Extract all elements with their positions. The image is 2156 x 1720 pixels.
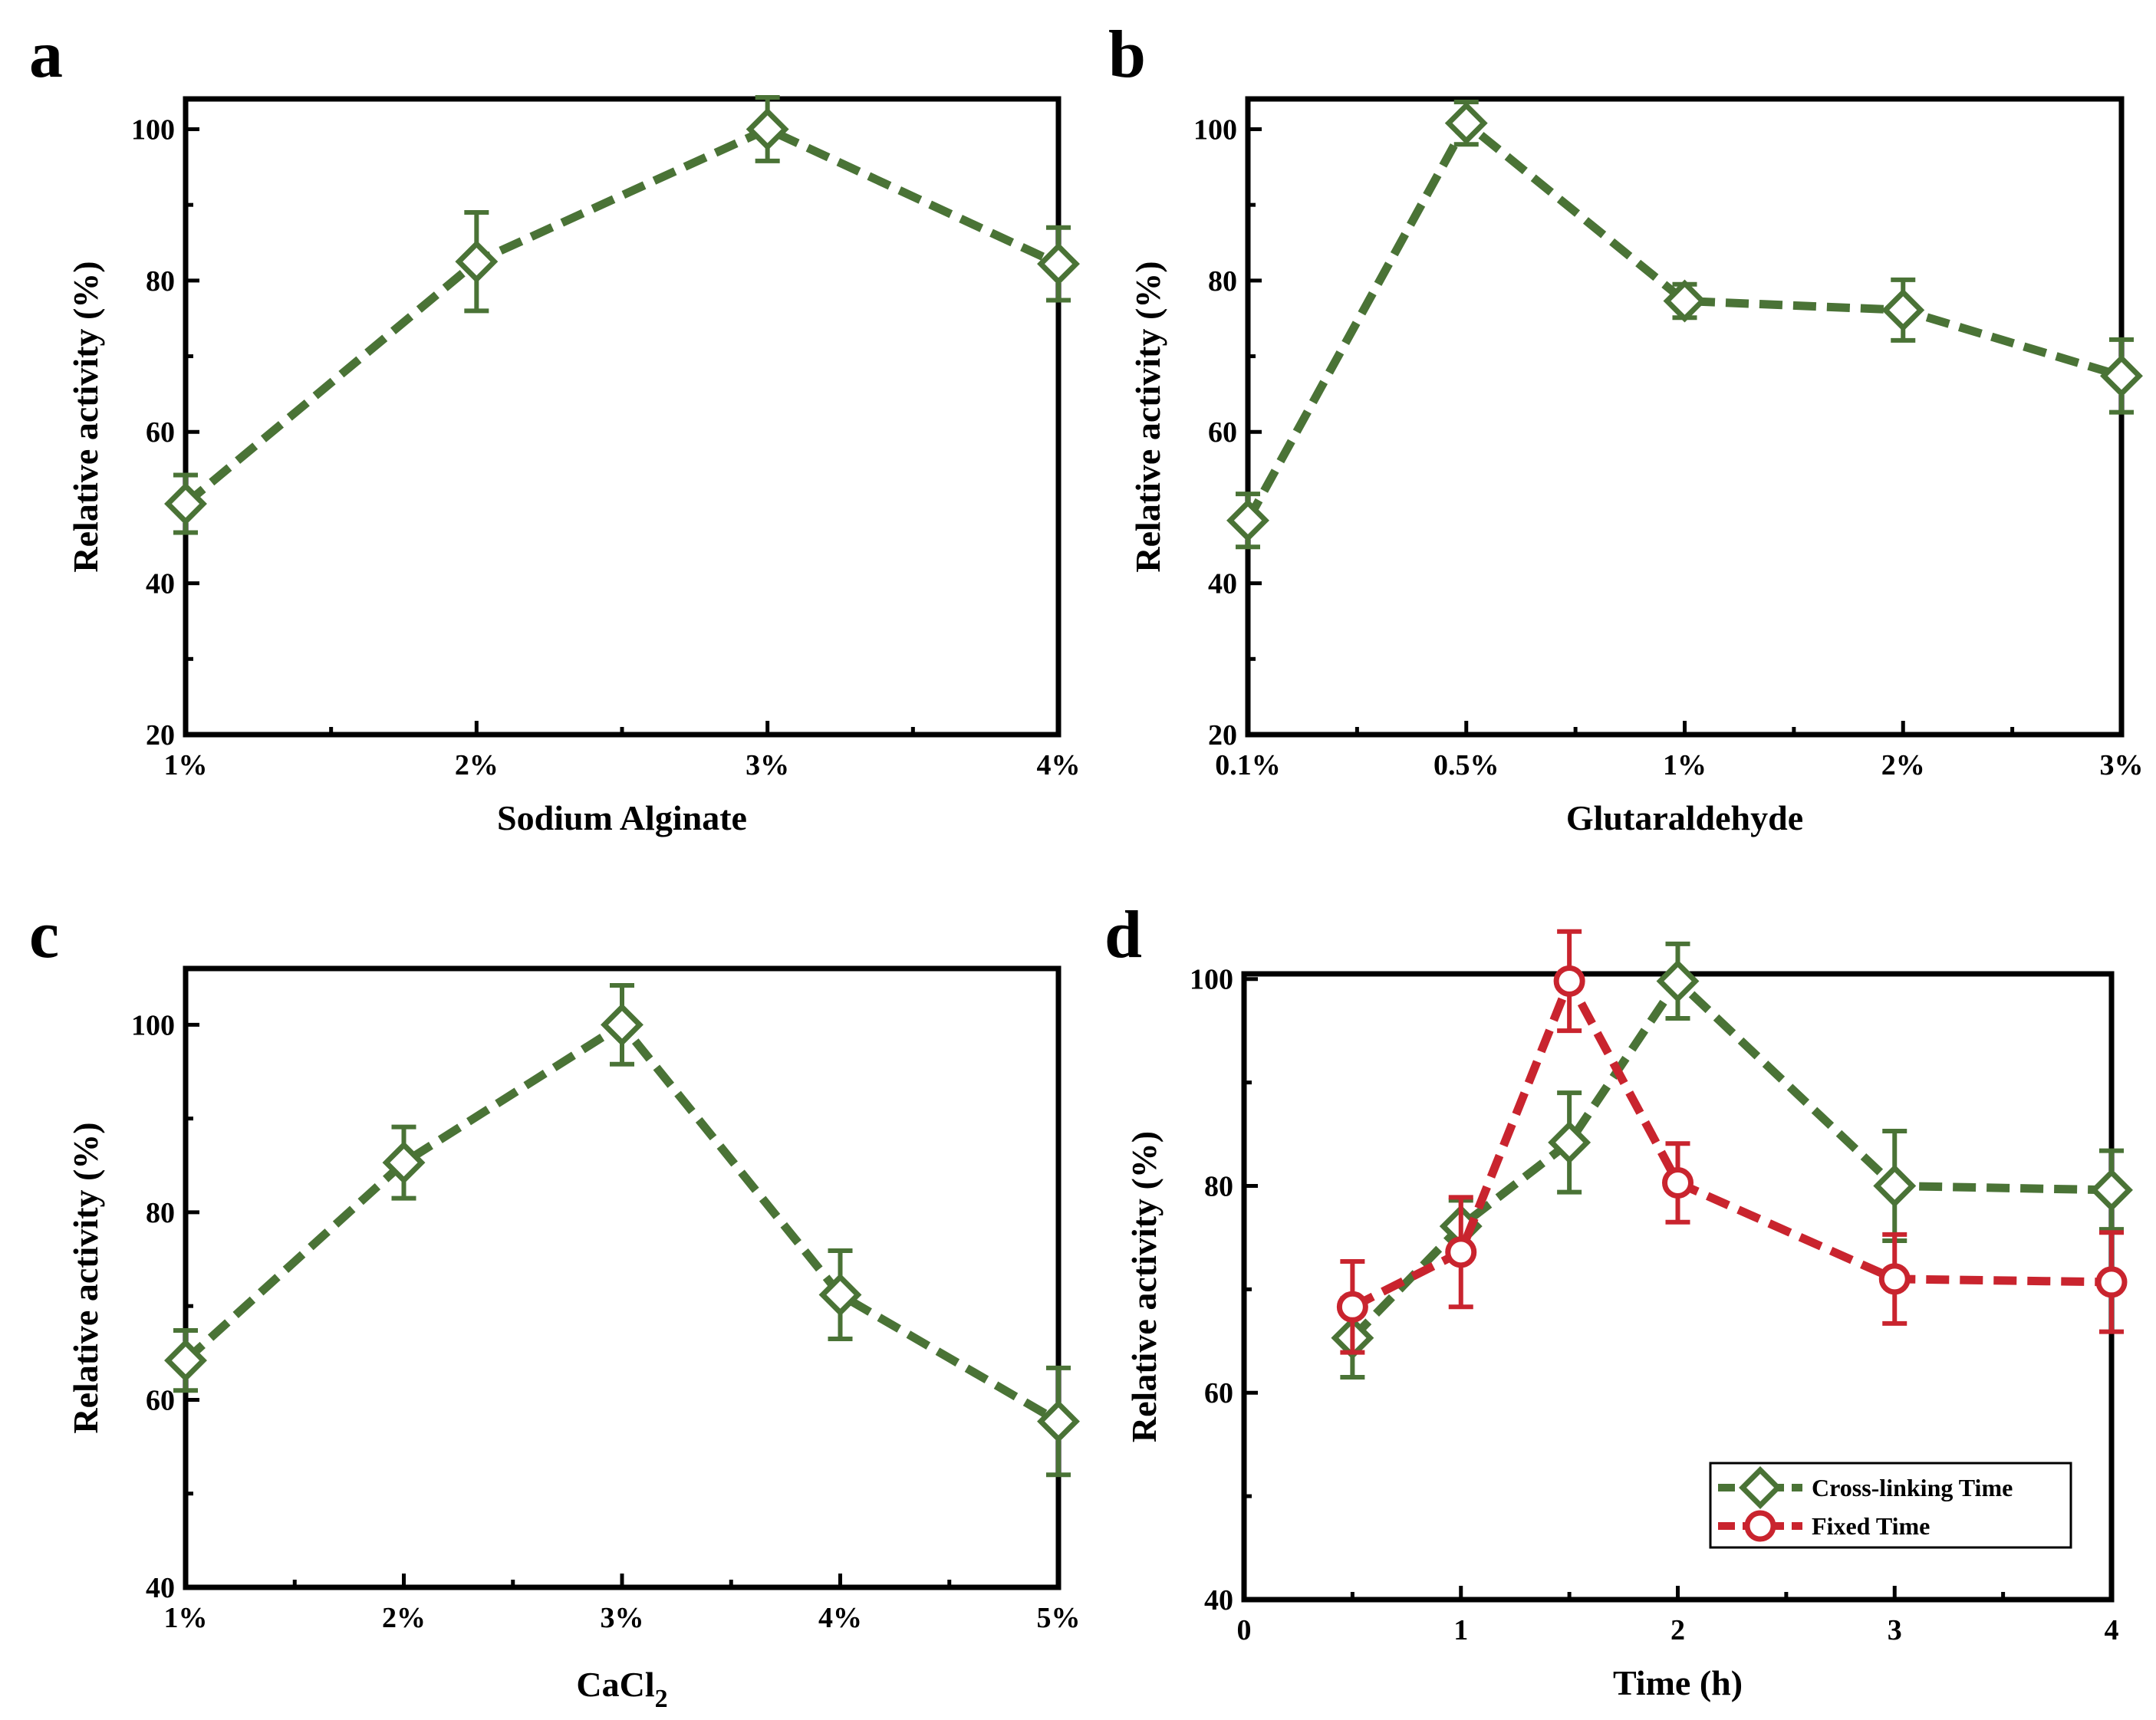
y-tick-label: 60 xyxy=(1208,416,1237,449)
y-axis-title: Relative activity (%) xyxy=(1124,1131,1164,1442)
y-axis-title: Relative activity (%) xyxy=(1128,261,1167,572)
x-axis-title-subscript: 2 xyxy=(655,1685,668,1713)
y-tick-label: 60 xyxy=(146,416,175,449)
series-fixed-time xyxy=(1336,929,2128,1355)
x-tick-label: 0.5% xyxy=(1433,749,1499,781)
y-tick-label: 40 xyxy=(1204,1584,1233,1616)
data-point xyxy=(1873,1164,1917,1208)
x-axis-title: CaCl2 xyxy=(576,1665,667,1713)
panel-a: a 20 40 60 80 100 1% 2% 3% 4% Sodium Alginate Relat… xyxy=(29,18,1081,837)
panel-b: b 20 40 60 80 100 0.1% 0.5% 1% 2% 3% Glutaraldehyde… xyxy=(1108,18,2144,837)
series-line xyxy=(1350,976,2112,1311)
series-main xyxy=(164,983,1080,1478)
x-tick-label: 1% xyxy=(164,749,208,781)
x-tick-label: 3% xyxy=(746,749,789,781)
y-tick-label: 80 xyxy=(1204,1170,1233,1202)
data-point xyxy=(164,1339,207,1383)
y-tick-label: 100 xyxy=(131,1009,175,1041)
series-line xyxy=(183,1020,1061,1426)
x-tick-label: 3% xyxy=(2100,749,2144,781)
data-point xyxy=(1553,965,1585,997)
panel-label: c xyxy=(29,898,59,972)
data-point xyxy=(1226,498,1269,542)
y-tick-label: 20 xyxy=(146,719,175,751)
x-tick-label: 3% xyxy=(601,1602,644,1634)
data-point xyxy=(818,1273,862,1317)
x-tick-label: 4% xyxy=(818,1602,862,1634)
series-line xyxy=(1349,976,2112,1341)
x-tick-label: 1% xyxy=(1663,749,1707,781)
x-axis-title: Glutaraldehyde xyxy=(1566,798,1803,837)
plot-frame xyxy=(1245,96,2125,738)
y-tick-label: 80 xyxy=(146,1197,175,1229)
data-point xyxy=(1037,242,1080,286)
data-point xyxy=(455,240,499,284)
y-tick-label: 40 xyxy=(146,568,175,600)
y-tick-label: 60 xyxy=(1204,1377,1233,1409)
series-main xyxy=(1226,99,2143,550)
data-point xyxy=(1663,279,1707,323)
data-point xyxy=(1037,1399,1080,1443)
plot-frame xyxy=(183,96,1062,738)
data-point xyxy=(2090,1168,2133,1212)
y-tick-label: 100 xyxy=(131,113,175,146)
data-point xyxy=(1336,1291,1368,1323)
x-axis-title: Sodium Alginate xyxy=(497,798,747,837)
data-point xyxy=(1881,288,1925,332)
panel-label: b xyxy=(1108,18,1146,92)
y-tick-label: 80 xyxy=(146,265,175,298)
legend-label: Fixed Time xyxy=(1812,1512,1930,1540)
series-main xyxy=(164,95,1080,535)
x-tick-label: 2% xyxy=(1881,749,1925,781)
y-tick-label: 40 xyxy=(1208,568,1237,600)
x-tick-label: 3 xyxy=(1888,1614,1902,1646)
x-tick-label: 2% xyxy=(455,749,499,781)
data-point xyxy=(601,1003,644,1047)
x-tick-label: 1% xyxy=(164,1602,208,1634)
data-point xyxy=(1444,101,1488,145)
x-tick-label: 0 xyxy=(1237,1614,1252,1646)
y-tick-label: 100 xyxy=(1193,113,1237,146)
data-point xyxy=(1878,1263,1911,1295)
x-axis-title-main: CaCl xyxy=(576,1665,654,1704)
x-tick-label: 2% xyxy=(382,1602,426,1634)
y-tick-label: 60 xyxy=(146,1384,175,1416)
series-line xyxy=(183,124,1061,508)
data-point xyxy=(1548,1120,1591,1164)
legend-label: Cross-linking Time xyxy=(1812,1474,2013,1501)
y-tick-label: 80 xyxy=(1208,265,1237,298)
x-tick-label: 1 xyxy=(1453,1614,1468,1646)
data-point xyxy=(746,107,789,151)
panel-c: c 40 60 80 100 1% 2% 3% 4% 5% CaCl2 Relative activi… xyxy=(29,898,1081,1713)
y-tick-label: 100 xyxy=(1190,964,1233,996)
y-axis-title: Relative activity (%) xyxy=(66,261,105,572)
data-point xyxy=(2100,354,2143,398)
y-tick-label: 20 xyxy=(1208,719,1237,751)
legend-marker xyxy=(1744,1510,1776,1542)
x-tick-label: 0.1% xyxy=(1215,749,1281,781)
legend: Cross-linking Time Fixed Time xyxy=(1709,1462,2072,1549)
series-cross-linking-time xyxy=(1331,941,2133,1380)
panel-label: d xyxy=(1104,898,1142,972)
data-point xyxy=(164,482,207,525)
data-point xyxy=(382,1141,426,1185)
panel-label: a xyxy=(29,18,63,92)
series-line xyxy=(1244,119,2123,523)
x-tick-label: 5% xyxy=(1037,1602,1081,1634)
data-point xyxy=(1656,959,1700,1003)
x-axis-title: Time (h) xyxy=(1613,1663,1743,1702)
legend-marker xyxy=(1739,1466,1782,1509)
y-tick-label: 40 xyxy=(146,1572,175,1604)
data-point xyxy=(1662,1166,1694,1199)
x-tick-label: 2 xyxy=(1670,1614,1685,1646)
x-tick-label: 4 xyxy=(2105,1614,2119,1646)
x-tick-label: 4% xyxy=(1037,749,1081,781)
panel-d: d 40 60 80 100 0 1 2 3 4 Time (h) Relative activity… xyxy=(1104,898,2133,1702)
data-point xyxy=(2095,1266,2128,1298)
data-point xyxy=(1445,1236,1477,1268)
y-axis-title: Relative activity (%) xyxy=(66,1122,105,1433)
